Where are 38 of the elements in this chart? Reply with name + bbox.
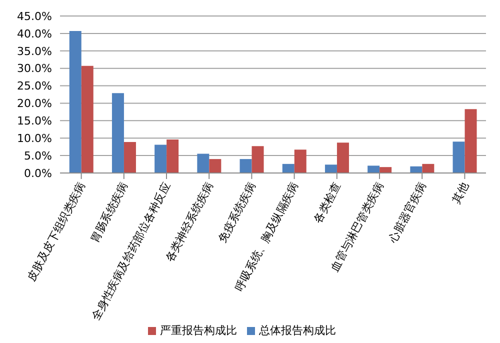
bar bbox=[209, 159, 222, 173]
bar bbox=[452, 142, 465, 173]
bar bbox=[282, 164, 294, 173]
bar bbox=[197, 154, 210, 173]
y-tick-label: 25.0% bbox=[17, 80, 52, 93]
x-tick-label: 其他 bbox=[450, 180, 472, 206]
y-tick-label: 35.0% bbox=[17, 44, 52, 58]
y-tick-label: 40.0% bbox=[17, 27, 52, 40]
y-tick-label: 45.0% bbox=[17, 10, 52, 23]
bar bbox=[324, 164, 337, 173]
x-tick-label: 皮肤及皮下组织类疾病 bbox=[24, 180, 88, 284]
bar bbox=[422, 164, 434, 173]
x-tick-label: 心脏器官疾病 bbox=[386, 180, 429, 246]
x-tick-label: 免疫系统疾病 bbox=[216, 180, 258, 245]
y-tick-label: 20.0% bbox=[17, 97, 52, 110]
bar bbox=[464, 109, 477, 173]
bar bbox=[336, 142, 349, 173]
bar bbox=[368, 166, 380, 173]
bar bbox=[252, 146, 264, 173]
x-tick-label: 各类检查 bbox=[311, 180, 344, 226]
bar bbox=[294, 150, 306, 173]
y-tick-label: 10.0% bbox=[17, 132, 52, 146]
y-tick-label: 0.0% bbox=[24, 166, 52, 180]
legend-label: 严重报告构成比 bbox=[160, 324, 237, 337]
bar bbox=[240, 159, 252, 173]
bar bbox=[410, 166, 422, 173]
y-tick-label: 30.0% bbox=[17, 62, 52, 76]
legend-label: 总体报告构成比 bbox=[259, 324, 336, 337]
bar bbox=[380, 167, 392, 173]
y-tick-label: 5.0% bbox=[24, 149, 52, 162]
bar bbox=[81, 66, 94, 173]
x-tick-label: 胃肠系统疾病 bbox=[88, 180, 131, 245]
y-tick-label: 15.0% bbox=[17, 114, 52, 128]
bar bbox=[166, 140, 179, 173]
bar bbox=[112, 93, 124, 173]
bar bbox=[154, 144, 167, 173]
bar bbox=[124, 142, 136, 173]
bar bbox=[69, 31, 82, 173]
